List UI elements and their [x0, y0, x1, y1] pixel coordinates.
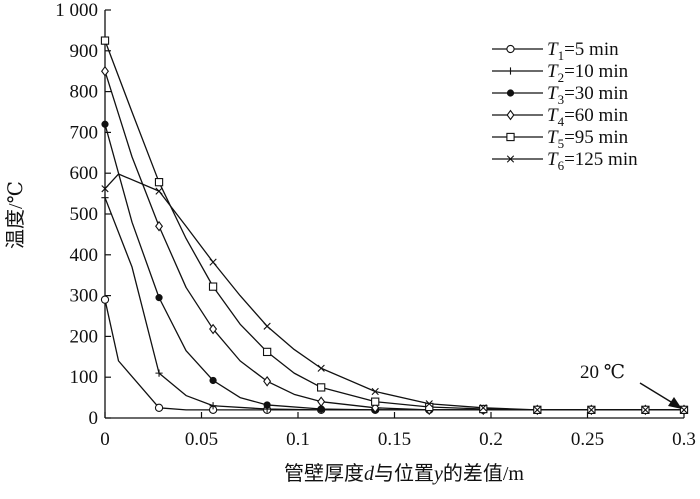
- series-4-marker: [209, 323, 218, 335]
- legend-item: T2=10 min: [492, 61, 629, 85]
- legend-label: T2=10 min: [547, 61, 629, 85]
- y-tick-label: 200: [70, 326, 99, 347]
- legend-marker: [506, 155, 515, 163]
- series-6-marker: [587, 406, 595, 414]
- y-tick-label: 100: [70, 367, 99, 388]
- series-6-marker: [317, 364, 325, 372]
- y-tick-label: 700: [70, 122, 99, 143]
- y-tick-label: 400: [70, 245, 99, 266]
- x-tick-label: 0.3: [672, 429, 696, 450]
- series-6-marker: [371, 387, 379, 396]
- series-4-marker: [263, 375, 272, 387]
- y-tick-label: 300: [70, 286, 99, 307]
- series-5-marker: [262, 347, 272, 357]
- legend-item: T4=60 min: [492, 105, 629, 129]
- annotation-arrow: [639, 382, 682, 409]
- x-tick-label: 0.1: [286, 429, 310, 450]
- x-tick-label: 0.15: [378, 429, 411, 450]
- series-1-marker: [154, 403, 164, 412]
- series-6-marker: [425, 400, 433, 408]
- x-axis-title: 管壁厚度d与位置y的差值/m: [284, 462, 524, 485]
- series-3-marker: [209, 376, 217, 385]
- series-2-marker: [209, 402, 217, 410]
- series-4-marker: [155, 220, 164, 232]
- series-6-line: [104, 173, 684, 411]
- series-4-marker: [317, 396, 326, 407]
- series-5-marker: [479, 404, 488, 414]
- legend-label: T1=5 min: [547, 39, 619, 63]
- series-5-marker: [100, 36, 110, 45]
- y-axis-title: 温度/℃: [4, 181, 27, 249]
- legend-item: T3=30 min: [492, 83, 629, 107]
- series-6-marker: [479, 404, 487, 412]
- y-tick-label: 600: [70, 163, 99, 184]
- x-tick-label: 0.25: [571, 429, 604, 450]
- series-5-marker: [371, 397, 380, 406]
- legend-marker: [506, 109, 515, 121]
- legend-item: T6=125 min: [492, 149, 638, 173]
- series-2-marker: [101, 194, 109, 202]
- y-tick-label: 900: [70, 41, 99, 62]
- series-6-marker: [263, 322, 271, 330]
- series-6-marker: [680, 406, 688, 414]
- series-3-marker: [101, 120, 109, 128]
- y-tick-label: 800: [70, 82, 99, 103]
- series-5-marker: [208, 282, 218, 291]
- series-1-marker: [100, 295, 110, 304]
- series-6-marker: [101, 185, 109, 193]
- ambient-temperature-annotation: 20 ℃: [580, 362, 625, 383]
- series-6-marker: [533, 406, 541, 414]
- y-tick-label: 0: [89, 408, 99, 429]
- y-tick-label: 500: [70, 204, 99, 225]
- series-6-marker: [155, 187, 163, 195]
- legend-label: T3=30 min: [547, 83, 629, 107]
- series-5-marker: [154, 178, 164, 187]
- series-6-marker: [641, 406, 650, 414]
- axes: 0 100 200 300 400 500 600 700 800 900 1 000 0 0.05 0.…: [55, 0, 696, 450]
- legend-marker: [506, 67, 515, 75]
- series-4-marker: [101, 65, 109, 77]
- series-3-marker: [155, 294, 163, 302]
- series-3-marker: [263, 401, 271, 409]
- legend-marker: [506, 44, 515, 54]
- legend-item: T5=95 min: [492, 127, 629, 151]
- series-5-marker: [317, 383, 326, 392]
- legend-label: T5=95 min: [547, 127, 629, 151]
- series-lines: [104, 40, 684, 411]
- series-markers: [100, 36, 689, 416]
- x-tick-label: 0.2: [479, 429, 503, 450]
- y-tick-label: 1 000: [55, 0, 98, 21]
- x-tick-label: 0.05: [185, 429, 218, 450]
- legend-label: T4=60 min: [547, 105, 629, 129]
- series-6-marker: [209, 258, 217, 266]
- legend-item: T1=5 min: [492, 39, 619, 63]
- legend-marker: [506, 89, 515, 97]
- series-1-line: [104, 299, 684, 411]
- legend-label: T6=125 min: [547, 149, 638, 173]
- x-tick-label: 0: [100, 429, 110, 450]
- legend-marker: [506, 132, 515, 142]
- series-2-marker: [155, 369, 163, 377]
